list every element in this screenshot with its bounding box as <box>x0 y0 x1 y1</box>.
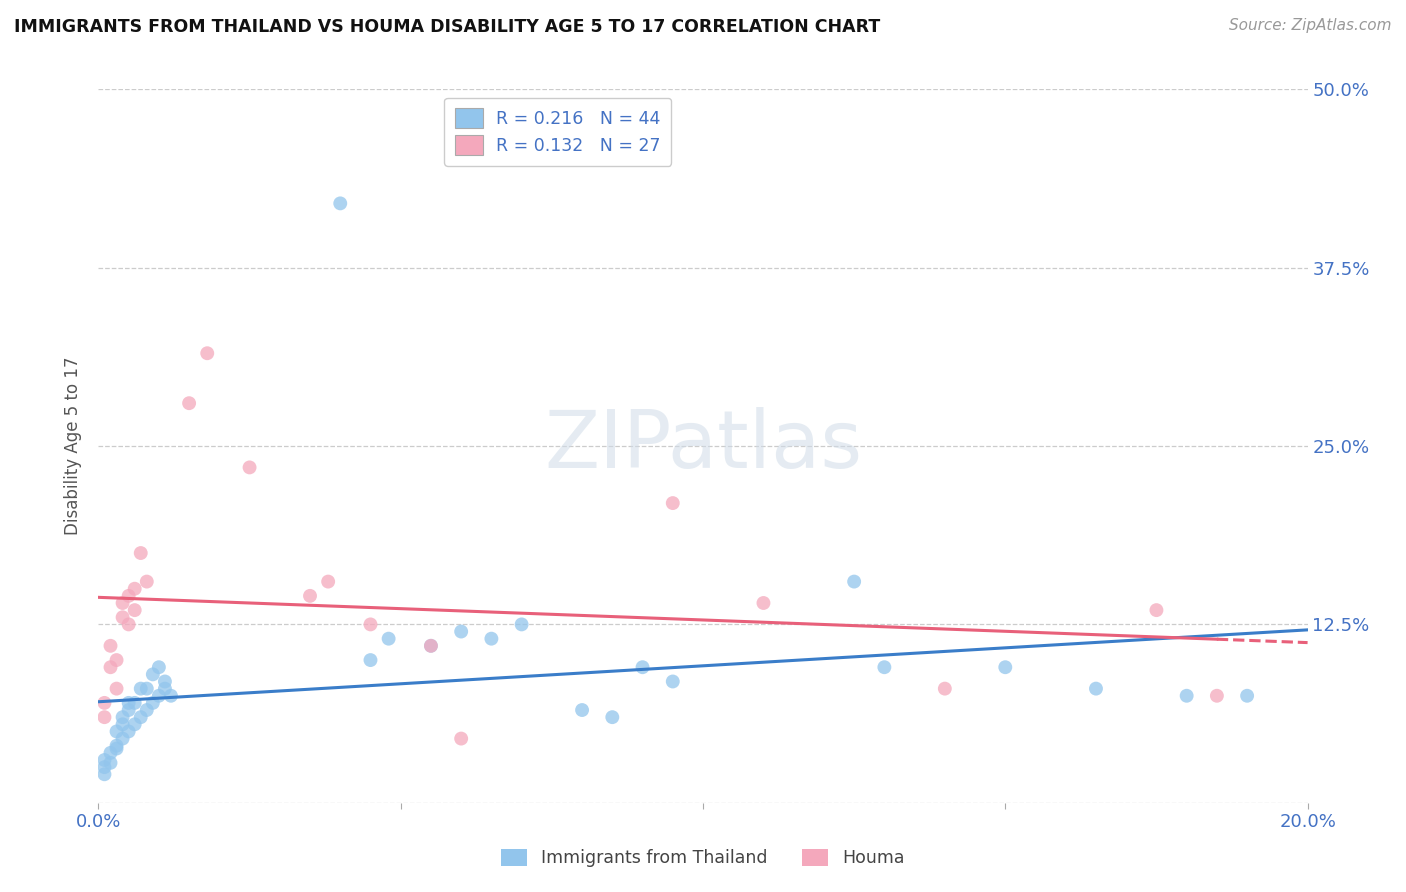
Point <box>118 589 141 603</box>
Point <box>360 617 382 632</box>
Point <box>124 582 146 596</box>
Point <box>1144 603 1167 617</box>
Point <box>124 717 146 731</box>
Point <box>153 674 176 689</box>
Point <box>105 653 128 667</box>
Point <box>93 753 115 767</box>
Point <box>129 546 152 560</box>
Point <box>160 689 183 703</box>
Point <box>118 696 141 710</box>
Point <box>239 460 262 475</box>
Point <box>661 496 683 510</box>
Point <box>135 703 157 717</box>
Legend: R = 0.216   N = 44, R = 0.132   N = 27: R = 0.216 N = 44, R = 0.132 N = 27 <box>444 98 672 166</box>
Point <box>420 639 443 653</box>
Point <box>661 674 683 689</box>
Point <box>129 710 152 724</box>
Point <box>420 639 443 653</box>
Text: ZIPatlas: ZIPatlas <box>544 407 862 485</box>
Point <box>571 703 593 717</box>
Point <box>994 660 1017 674</box>
Point <box>118 703 141 717</box>
Point <box>1236 689 1258 703</box>
Point <box>135 574 157 589</box>
Point <box>179 396 201 410</box>
Point <box>148 689 170 703</box>
Point <box>111 610 134 624</box>
Point <box>111 596 134 610</box>
Point <box>100 746 122 760</box>
Point <box>100 756 122 770</box>
Point <box>105 724 128 739</box>
Point <box>148 660 170 674</box>
Legend: Immigrants from Thailand, Houma: Immigrants from Thailand, Houma <box>495 842 911 874</box>
Point <box>153 681 176 696</box>
Point <box>93 767 115 781</box>
Point <box>142 696 165 710</box>
Point <box>873 660 896 674</box>
Text: Source: ZipAtlas.com: Source: ZipAtlas.com <box>1229 18 1392 33</box>
Point <box>1085 681 1108 696</box>
Point <box>377 632 399 646</box>
Point <box>124 696 146 710</box>
Point <box>195 346 218 360</box>
Point <box>602 710 624 724</box>
Point <box>450 624 472 639</box>
Point <box>135 681 157 696</box>
Point <box>1206 689 1229 703</box>
Point <box>299 589 322 603</box>
Point <box>360 653 382 667</box>
Text: IMMIGRANTS FROM THAILAND VS HOUMA DISABILITY AGE 5 TO 17 CORRELATION CHART: IMMIGRANTS FROM THAILAND VS HOUMA DISABI… <box>14 18 880 36</box>
Point <box>111 717 134 731</box>
Y-axis label: Disability Age 5 to 17: Disability Age 5 to 17 <box>65 357 83 535</box>
Point <box>105 739 128 753</box>
Point <box>752 596 775 610</box>
Point <box>105 681 128 696</box>
Point <box>111 731 134 746</box>
Point <box>105 741 128 756</box>
Point <box>1175 689 1198 703</box>
Point <box>481 632 503 646</box>
Point <box>844 574 866 589</box>
Point <box>450 731 472 746</box>
Point <box>118 617 141 632</box>
Point <box>118 724 141 739</box>
Point <box>100 639 122 653</box>
Point <box>316 574 339 589</box>
Point <box>93 696 115 710</box>
Point <box>124 603 146 617</box>
Point <box>934 681 956 696</box>
Point <box>510 617 533 632</box>
Point <box>100 660 122 674</box>
Point <box>142 667 165 681</box>
Point <box>631 660 654 674</box>
Point <box>93 710 115 724</box>
Point <box>93 760 115 774</box>
Point <box>129 681 152 696</box>
Point <box>111 710 134 724</box>
Point <box>329 196 352 211</box>
